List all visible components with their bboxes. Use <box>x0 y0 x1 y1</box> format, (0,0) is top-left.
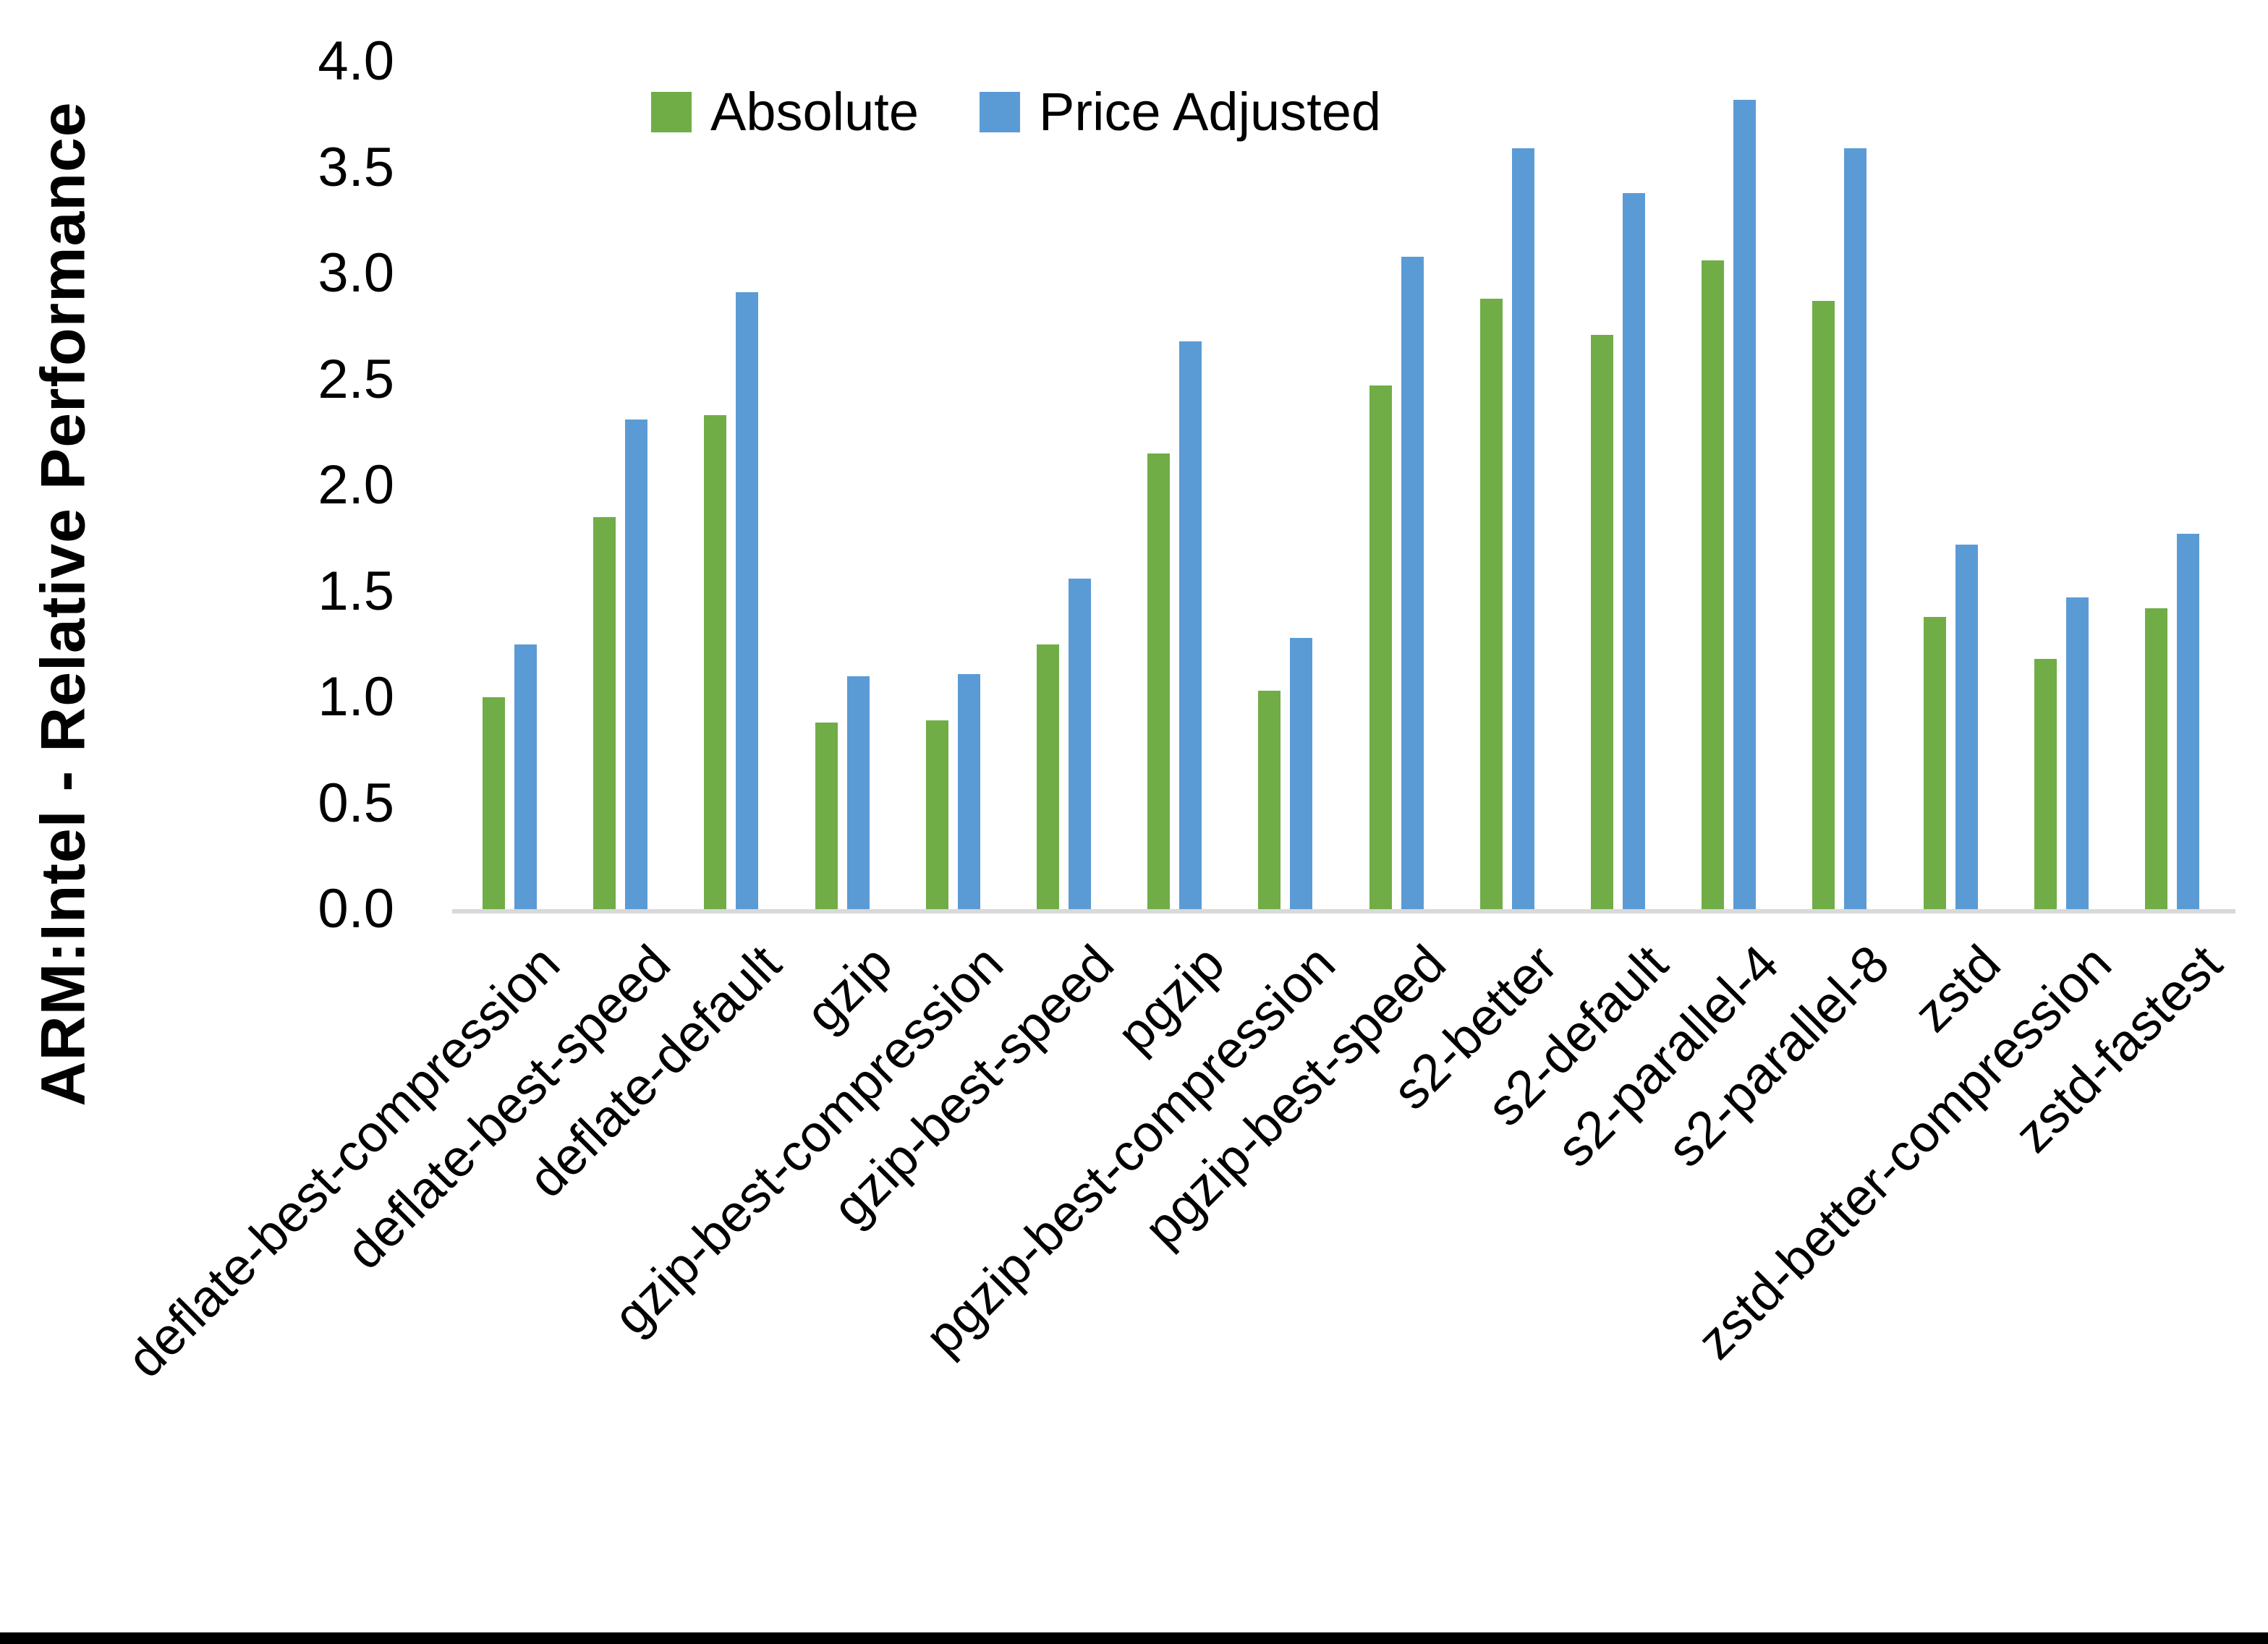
legend-label: Absolute <box>710 82 919 142</box>
y-tick-label: 3.0 <box>318 242 394 304</box>
bar-price-adjusted <box>2177 534 2199 909</box>
legend-item: Absolute <box>651 85 919 139</box>
bar-absolute <box>483 697 505 909</box>
bar-absolute <box>1147 453 1171 909</box>
bar-price-adjusted <box>1401 256 1424 909</box>
bar-absolute <box>1591 334 1613 909</box>
y-tick-label: 0.5 <box>318 772 394 834</box>
y-tick-label: 3.5 <box>318 136 394 198</box>
bar-absolute <box>1812 301 1835 909</box>
bar-absolute <box>1479 299 1503 909</box>
bar-absolute <box>1258 691 1281 909</box>
bar-absolute <box>593 516 616 909</box>
bar-price-adjusted <box>1179 341 1202 909</box>
y-tick-label: 4.0 <box>318 30 394 92</box>
bar-absolute <box>1369 386 1392 909</box>
bar-price-adjusted <box>1290 637 1313 909</box>
bar-price-adjusted <box>846 676 870 909</box>
legend-swatch-icon <box>979 92 1020 132</box>
legend-item: Price Adjusted <box>979 82 1382 142</box>
bar-price-adjusted <box>1511 148 1534 909</box>
bottom-border <box>0 1632 2268 1644</box>
bar-price-adjusted <box>2065 597 2089 909</box>
y-axis-title: ARM:Intel - Relative Performance <box>28 101 98 1107</box>
bar-price-adjusted <box>1069 578 1091 909</box>
y-tick-label: 1.0 <box>318 666 394 728</box>
legend: Absolute Price Adjusted <box>651 85 1381 139</box>
x-category-label: deflate-best-compression <box>116 934 571 1389</box>
bar-absolute <box>2034 659 2057 909</box>
bar-price-adjusted <box>1623 192 1645 909</box>
bar-price-adjusted <box>736 292 759 909</box>
bar-absolute <box>1702 260 1725 909</box>
bar-price-adjusted <box>1844 148 1867 909</box>
bar-price-adjusted <box>957 673 980 909</box>
legend-swatch-icon <box>651 92 692 132</box>
y-tick-label: 2.5 <box>318 348 394 410</box>
y-tick-label: 1.5 <box>318 560 394 622</box>
bar-absolute <box>2145 608 2167 909</box>
bar-price-adjusted <box>514 644 537 909</box>
bar-price-adjusted <box>1955 545 1978 909</box>
y-tick-label: 0.0 <box>318 878 394 940</box>
y-tick-label: 2.0 <box>318 454 394 516</box>
bar-absolute <box>925 720 948 909</box>
bar-absolute <box>704 415 727 909</box>
legend-label: Price Adjusted <box>1038 82 1382 142</box>
plot-area <box>452 61 2235 913</box>
x-axis-line <box>452 909 2235 913</box>
bar-price-adjusted <box>1733 99 1757 909</box>
bar-price-adjusted <box>625 419 648 909</box>
bar-absolute <box>1923 616 1946 909</box>
bar-absolute <box>1037 644 1059 909</box>
bar-absolute <box>815 723 838 909</box>
